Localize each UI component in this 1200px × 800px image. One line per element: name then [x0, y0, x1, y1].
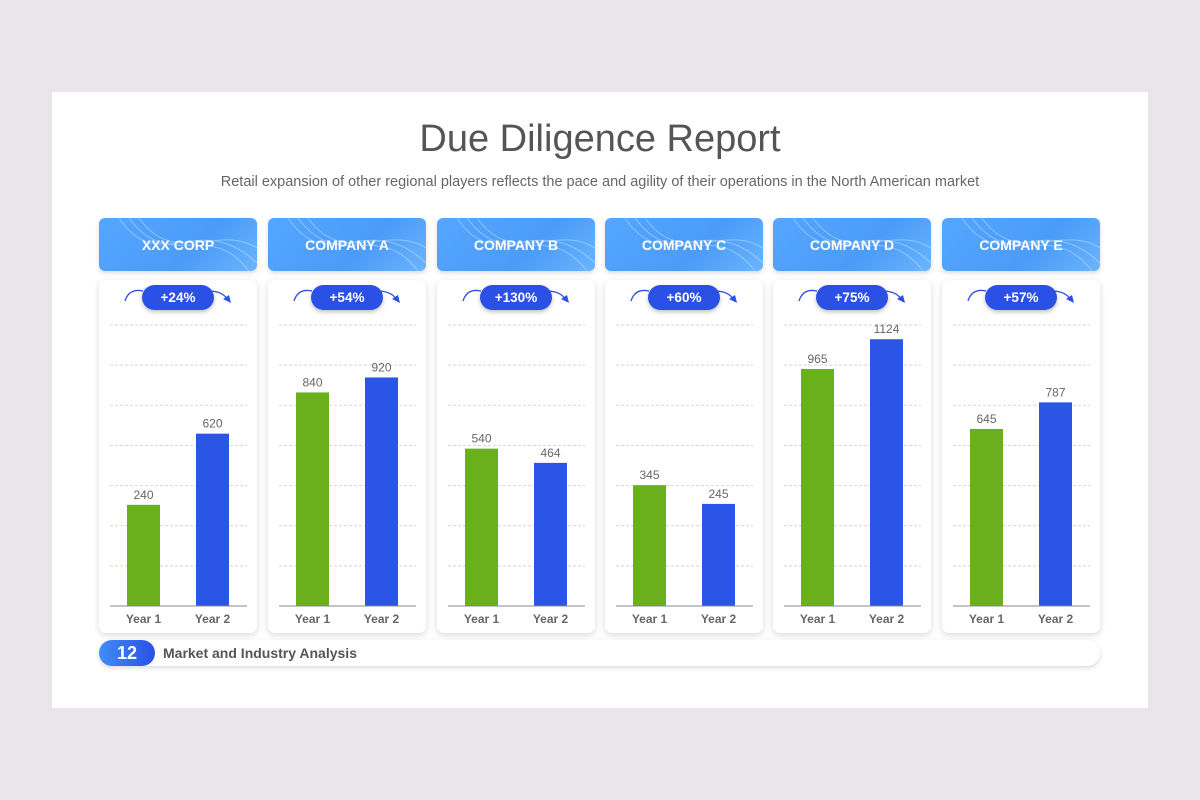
x-tick-label: Year 1 [969, 612, 1005, 626]
growth-arrow-icon [124, 289, 231, 303]
bar-chart: 965 Year 1 1124 Year 2 [784, 322, 921, 626]
x-tick-label: Year 1 [464, 612, 500, 626]
data-label: 345 [639, 468, 659, 482]
x-tick-label: Year 2 [195, 612, 231, 626]
company-header: XXX CORP [99, 218, 257, 271]
wave-pattern-icon [287, 218, 426, 271]
company-column: COMPANY D 965 Year 1 1124 Year 2 +75% [773, 218, 931, 633]
wave-pattern-icon [118, 218, 257, 271]
footer-bar: 12 Market and Industry Analysis [99, 640, 1100, 666]
bar-chart: 540 Year 1 464 Year 2 [448, 324, 585, 626]
company-column: XXX CORP 240 Year 1 620 Year 2 +24% [99, 218, 257, 633]
chart-panel: 645 Year 1 787 Year 2 +57% [942, 280, 1100, 633]
chart-panel: 965 Year 1 1124 Year 2 +75% [773, 280, 931, 633]
data-label: 965 [807, 352, 827, 366]
data-label: 464 [540, 446, 560, 460]
company-name: COMPANY B [473, 236, 559, 253]
company-name: COMPANY D [809, 236, 895, 253]
company-name: XXX CORP [141, 236, 215, 253]
page-title: Due Diligence Report [419, 118, 781, 160]
company-column: COMPANY A 840 Year 1 920 Year 2 +54% [268, 218, 426, 633]
bar-year-1 [970, 428, 1003, 606]
chart-panel: 240 Year 1 620 Year 2 +24% [99, 280, 257, 633]
growth-arrow-icon [293, 289, 400, 303]
x-tick-label: Year 1 [632, 612, 668, 626]
bar-year-2 [1039, 402, 1072, 606]
growth-badge: +130% [480, 285, 552, 310]
page-subtitle: Retail expansion of other regional playe… [220, 174, 980, 190]
bar-year-2 [702, 503, 735, 606]
bar-year-2 [534, 462, 567, 606]
bar-year-1 [801, 369, 834, 606]
bar-year-2 [365, 377, 398, 606]
page-number: 12 [99, 640, 155, 666]
data-label: 840 [302, 375, 322, 389]
company-header: COMPANY D [773, 218, 931, 271]
bar-year-1 [633, 485, 666, 606]
growth-arrow-icon [967, 289, 1074, 303]
x-tick-label: Year 2 [869, 612, 905, 626]
data-label: 540 [471, 432, 491, 446]
growth-arrow-icon [798, 289, 905, 303]
wave-pattern-icon [961, 218, 1100, 271]
growth-arrow-icon [630, 289, 737, 303]
x-tick-label: Year 2 [533, 612, 569, 626]
company-name: COMPANY A [305, 236, 389, 253]
bar-year-1 [127, 504, 160, 606]
data-label: 240 [133, 488, 153, 502]
x-tick-label: Year 1 [295, 612, 331, 626]
data-label: 245 [708, 487, 728, 501]
bar-chart: 345 Year 1 245 Year 2 [616, 324, 753, 626]
company-column: COMPANY E 645 Year 1 787 Year 2 +57% [942, 218, 1100, 633]
bar-year-2 [196, 433, 229, 606]
chart-panel: 345 Year 1 245 Year 2 +60% [605, 280, 763, 633]
wave-pattern-icon [792, 218, 931, 271]
company-header: COMPANY A [268, 218, 426, 271]
bar-year-2 [870, 339, 903, 606]
x-tick-label: Year 2 [364, 612, 400, 626]
company-header: COMPANY B [437, 218, 595, 271]
section-title: Market and Industry Analysis [163, 645, 357, 661]
company-header: COMPANY C [605, 218, 763, 271]
data-label: 787 [1045, 385, 1065, 399]
x-tick-label: Year 2 [1038, 612, 1074, 626]
growth-badge: +24% [142, 285, 214, 310]
data-label: 645 [976, 412, 996, 426]
growth-arrow-icon [462, 289, 569, 303]
data-label: 1124 [874, 322, 900, 336]
data-label: 920 [371, 360, 391, 374]
growth-badge: +75% [816, 285, 888, 310]
x-tick-label: Year 1 [800, 612, 836, 626]
x-tick-label: Year 2 [701, 612, 737, 626]
wave-pattern-icon [456, 218, 595, 271]
data-label: 620 [202, 417, 222, 431]
bar-chart: 240 Year 1 620 Year 2 [110, 324, 247, 626]
growth-badge: +54% [311, 285, 383, 310]
growth-badge: +60% [648, 285, 720, 310]
wave-pattern-icon [624, 218, 763, 271]
chart-panel: 840 Year 1 920 Year 2 +54% [268, 280, 426, 633]
company-name: COMPANY C [641, 236, 727, 253]
bar-year-1 [465, 448, 498, 606]
company-column: COMPANY B 540 Year 1 464 Year 2 +130% [437, 218, 595, 633]
company-column: COMPANY C 345 Year 1 245 Year 2 +60% [605, 218, 763, 633]
bar-year-1 [296, 392, 329, 606]
bar-chart: 840 Year 1 920 Year 2 [279, 324, 416, 626]
growth-badge: +57% [985, 285, 1057, 310]
company-name: COMPANY E [979, 236, 1063, 253]
x-tick-label: Year 1 [126, 612, 162, 626]
chart-panel: 540 Year 1 464 Year 2 +130% [437, 280, 595, 633]
company-header: COMPANY E [942, 218, 1100, 271]
bar-chart: 645 Year 1 787 Year 2 [953, 324, 1090, 626]
